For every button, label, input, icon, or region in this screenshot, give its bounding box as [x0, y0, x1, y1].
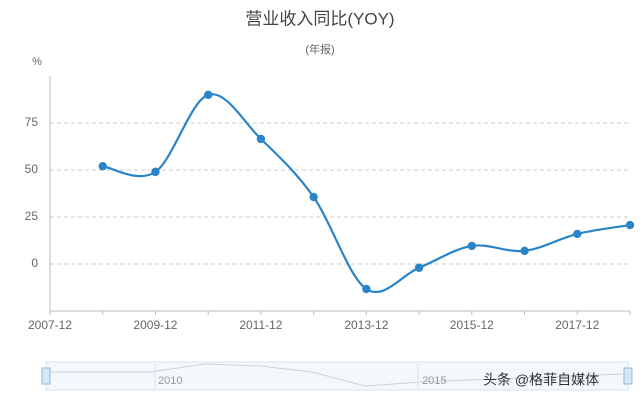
x-tick-label: 2009-12: [133, 318, 177, 332]
slider-label: 2010: [158, 375, 182, 387]
data-point: [98, 162, 107, 171]
data-point: [362, 284, 371, 294]
slider-handle-right[interactable]: [623, 367, 633, 385]
y-tick-label: 50: [25, 162, 39, 176]
data-point: [414, 263, 424, 272]
data-point: [309, 192, 318, 202]
data-point: [520, 246, 529, 256]
x-tick-label: 2007-12: [28, 318, 72, 332]
slider-label: 2015: [422, 375, 446, 387]
data-point: [256, 134, 266, 144]
data-point: [573, 229, 582, 239]
watermark: 头条 @格菲自媒体: [483, 372, 599, 388]
slider-preview: [50, 363, 626, 387]
x-tick-label: 2017-12: [555, 318, 599, 332]
chart-subtitle: (年报): [305, 42, 334, 56]
x-tick-label: 2013-12: [344, 318, 388, 332]
data-point: [467, 241, 477, 251]
x-tick-label: 2011-12: [239, 318, 282, 332]
x-tick-label: 2015-12: [450, 318, 494, 332]
y-tick-label: 25: [25, 209, 39, 223]
zoom-slider[interactable]: [45, 361, 629, 391]
y-unit: %: [32, 56, 42, 68]
data-point: [151, 167, 160, 177]
data-point: [625, 220, 635, 230]
chart-title: 营业收入同比(YOY): [245, 9, 394, 28]
slider-handle-left[interactable]: [41, 367, 51, 385]
y-tick-label: 0: [31, 256, 38, 270]
y-tick-label: 75: [25, 115, 39, 129]
series-line: [102, 93, 631, 293]
data-point: [203, 90, 213, 100]
